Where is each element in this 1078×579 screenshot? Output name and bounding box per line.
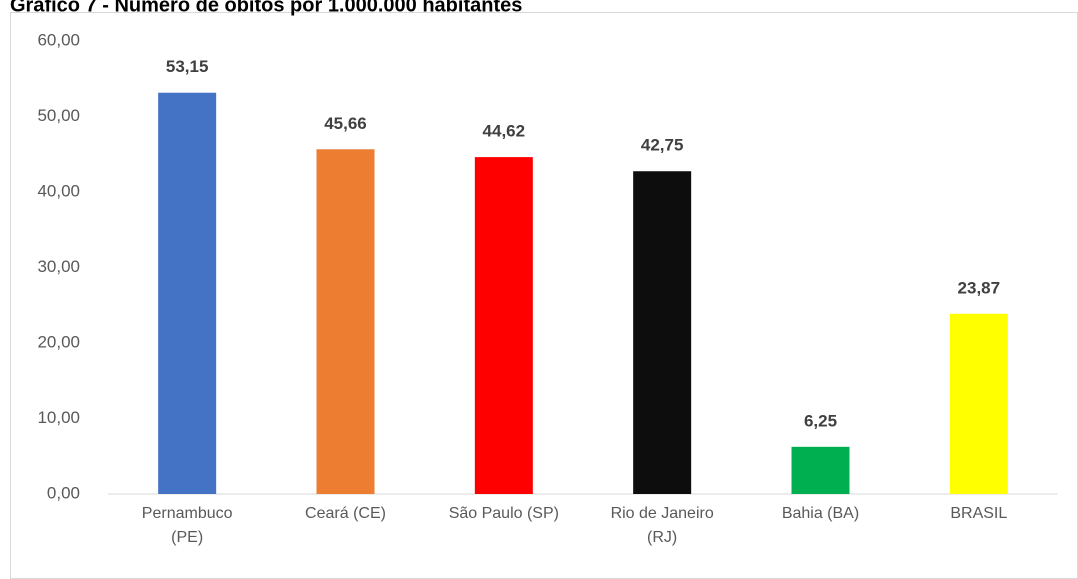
bar [791,446,850,494]
y-tick-label: 30,00 [37,257,80,276]
bar [949,313,1008,494]
y-tick-label: 10,00 [37,408,80,427]
x-tick-label-box: Rio de Janeiro (RJ) [610,505,714,546]
data-label: 45,66 [324,114,367,133]
bar [316,149,375,494]
x-tick-label-box: Bahia (BA) [781,505,860,522]
y-tick-label: 0,00 [47,483,80,502]
x-tick-label: Bahia (BA) [781,505,860,522]
x-tick-label: Pernambuco (PE) [141,505,233,546]
bar [633,171,692,495]
y-tick-label: 60,00 [37,30,80,49]
chart-title: Gráfico 7 - Número de óbitos por 1.000.0… [10,0,522,16]
y-tick-label: 40,00 [37,181,80,200]
data-label: 6,25 [804,411,837,430]
data-label: 53,15 [166,57,209,76]
y-tick-label: 50,00 [37,106,80,125]
bar [158,92,217,494]
y-tick-label: 20,00 [37,332,80,351]
x-tick-label-box: Pernambuco (PE) [141,505,233,546]
x-tick-label: Ceará (CE) [305,505,386,522]
x-tick-label: Rio de Janeiro (RJ) [610,505,714,546]
data-label: 42,75 [641,136,684,155]
x-tick-label-box: Ceará (CE) [305,505,386,522]
x-tick-label-box: BRASIL [950,505,1008,522]
data-label: 23,87 [958,278,1001,297]
data-label: 44,62 [483,122,526,141]
x-tick-label: BRASIL [950,505,1008,522]
bar [474,157,533,494]
x-tick-label-box: São Paulo (SP) [448,505,559,522]
x-tick-label: São Paulo (SP) [448,505,559,522]
